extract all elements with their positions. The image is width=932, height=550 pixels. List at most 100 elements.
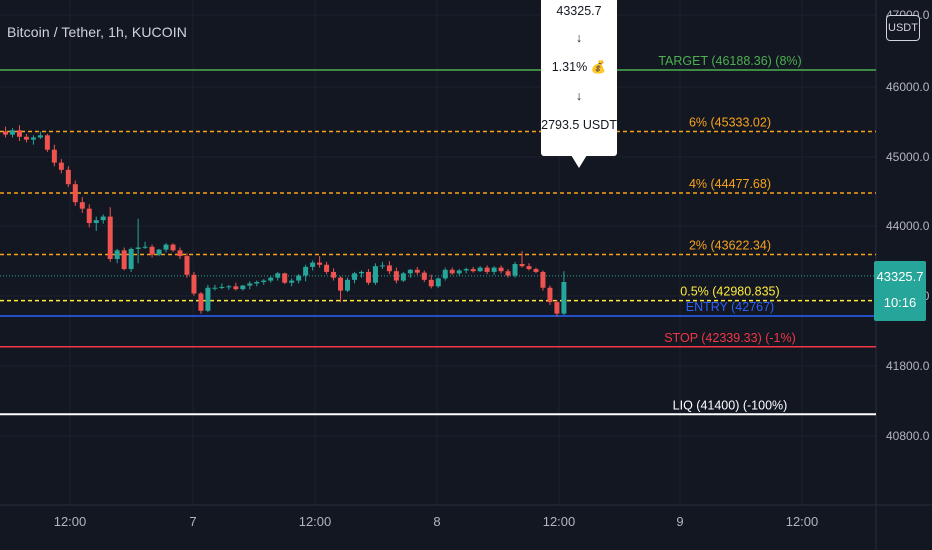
candle-body [233, 286, 239, 290]
candle-body [324, 264, 330, 272]
candle-body [428, 279, 434, 287]
x-tick-label: 12:00 [786, 514, 819, 529]
down-arrow-icon: ↓ [575, 31, 583, 45]
candle-body [365, 271, 371, 283]
candle-body [331, 271, 337, 278]
candle-body [470, 269, 476, 272]
level-label-entry_level: 0.5% (42980.835) [680, 285, 779, 299]
candle-body [261, 280, 267, 282]
candle-body [247, 283, 253, 286]
candle-body [23, 136, 29, 140]
candle-body [533, 269, 539, 272]
candle-body [379, 265, 385, 267]
symbol-title[interactable]: Bitcoin / Tether, 1h, KUCOIN [7, 24, 187, 40]
x-tick-label: 7 [189, 514, 196, 529]
candle-body [191, 274, 197, 294]
candle-body [3, 131, 8, 135]
candle-body [72, 184, 78, 203]
y-tick-label: 44000.0 [886, 219, 930, 233]
candle-body [561, 281, 567, 314]
candle-body [163, 244, 169, 250]
candle-body [491, 267, 497, 272]
info-percent-value: 1.31% [551, 60, 588, 74]
candle-body [463, 269, 469, 271]
candle-body [16, 130, 22, 137]
candle-body [400, 273, 406, 281]
candle-body [205, 287, 211, 311]
candle-body [79, 202, 85, 209]
candles [3, 125, 567, 317]
x-tick-label: 9 [676, 514, 683, 529]
candle-body [184, 256, 190, 275]
candle-body [289, 280, 295, 283]
candle-body [9, 130, 15, 135]
candle-body [149, 246, 155, 255]
level-label-tp: 4% (44477.68) [689, 177, 771, 191]
candle-body [135, 247, 141, 249]
candle-body [121, 250, 127, 270]
candle-body [421, 272, 427, 280]
x-axis: 12:00 7 12:00 8 12:00 9 12:00 [54, 514, 819, 529]
y-tick-label: 46000.0 [886, 80, 930, 94]
candle-body [58, 162, 64, 170]
level-label-tp: 2% (43622.34) [689, 239, 771, 253]
candle-body [519, 264, 525, 267]
candle-body [449, 269, 455, 274]
level-label-tp: 6% (45333.02) [689, 116, 771, 130]
candle-body [442, 269, 448, 279]
x-tick-label: 12:00 [543, 514, 576, 529]
candle-body [30, 137, 36, 140]
candle-body [407, 269, 413, 274]
x-tick-label: 12:00 [299, 514, 332, 529]
x-tick-label: 12:00 [54, 514, 87, 529]
candle-body [386, 265, 392, 272]
candle-body [505, 271, 511, 276]
candle-body [310, 262, 316, 267]
candle-body [372, 266, 378, 283]
candle-body [484, 267, 490, 272]
bar-countdown: 10:16 [883, 295, 917, 310]
candle-body [547, 287, 553, 303]
level-label-entry: ENTRY (42767) [686, 300, 774, 314]
candle-body [51, 149, 57, 163]
candle-body [498, 267, 504, 272]
position-info-box: 43325.7 ↓ 1.31% 💰 ↓ 2793.5 USDT [541, 0, 617, 156]
level-label-liq: LIQ (41400) (-100%) [673, 398, 788, 412]
info-percent: 1.31% 💰 [541, 60, 617, 75]
money-bag-icon: 💰 [590, 60, 607, 74]
candle-body [128, 248, 134, 270]
info-amount: 2793.5 USDT [541, 118, 617, 132]
info-box-pointer [571, 155, 587, 168]
level-labels: TARGET (46188.36) (8%) 6% (45333.02) 4% (4… [658, 54, 801, 412]
candle-body [477, 267, 483, 272]
candle-body [393, 271, 399, 281]
candle-body [512, 264, 518, 276]
candle-body [554, 302, 560, 314]
candle-body [219, 287, 225, 289]
y-tick-label: 41800.0 [886, 359, 930, 373]
candle-body [100, 216, 106, 221]
candle-body [37, 135, 43, 138]
level-label-stop: STOP (42339.33) (-1%) [664, 331, 796, 345]
candle-body [114, 250, 120, 259]
level-lines [0, 69, 876, 416]
candle-body [303, 266, 309, 276]
candle-body [435, 278, 441, 287]
y-tick-label: 40800.0 [886, 429, 930, 443]
candle-body [352, 273, 357, 280]
currency-button[interactable]: USDT [886, 15, 920, 41]
candle-body [282, 273, 288, 283]
candle-body [317, 262, 323, 265]
candle-body [44, 135, 50, 150]
candle-body [93, 220, 99, 224]
candle-body [414, 269, 420, 273]
candle-body [177, 250, 183, 257]
candle-body [254, 281, 260, 284]
last-price-value: 43325.7 [876, 269, 924, 284]
candle-body [275, 273, 281, 278]
x-tick-label: 8 [433, 514, 440, 529]
last-price-tag: 43325.7 10:16 [874, 261, 926, 321]
candle-body [142, 246, 148, 248]
